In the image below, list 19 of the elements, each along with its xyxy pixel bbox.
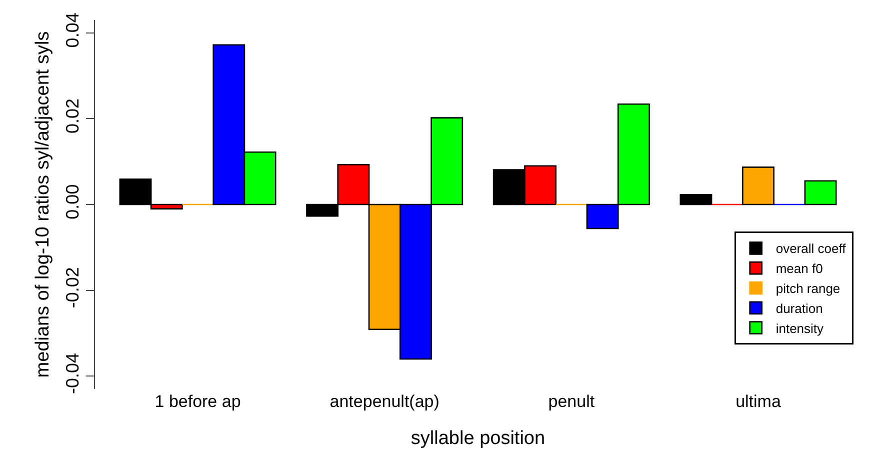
legend-label: intensity (776, 320, 824, 336)
legend-label: pitch range (776, 281, 840, 296)
legend-label: mean f0 (776, 261, 823, 276)
y-tick-label: -0.04 (62, 352, 83, 394)
legend-label: duration (776, 300, 823, 316)
y-tick-label: 0.02 (62, 98, 83, 134)
bar (680, 194, 712, 206)
y-tick-label: 0.04 (62, 12, 83, 48)
y-tick-label: -0.02 (62, 267, 83, 308)
bar (804, 180, 837, 206)
y-axis-title: medians of log-10 ratios syl/adjacent syls (32, 31, 54, 378)
x-tick-label: ultima (736, 392, 782, 411)
bar (742, 166, 774, 206)
x-tick-label: antepenult(ap) (330, 392, 440, 411)
x-tick-label: penult (548, 392, 595, 411)
x-axis-title: syllable position (410, 428, 546, 449)
y-tick-label: 0.00 (62, 184, 83, 220)
x-tick-label: 1 before ap (154, 392, 241, 411)
legend-label: overall coeff (776, 241, 846, 256)
